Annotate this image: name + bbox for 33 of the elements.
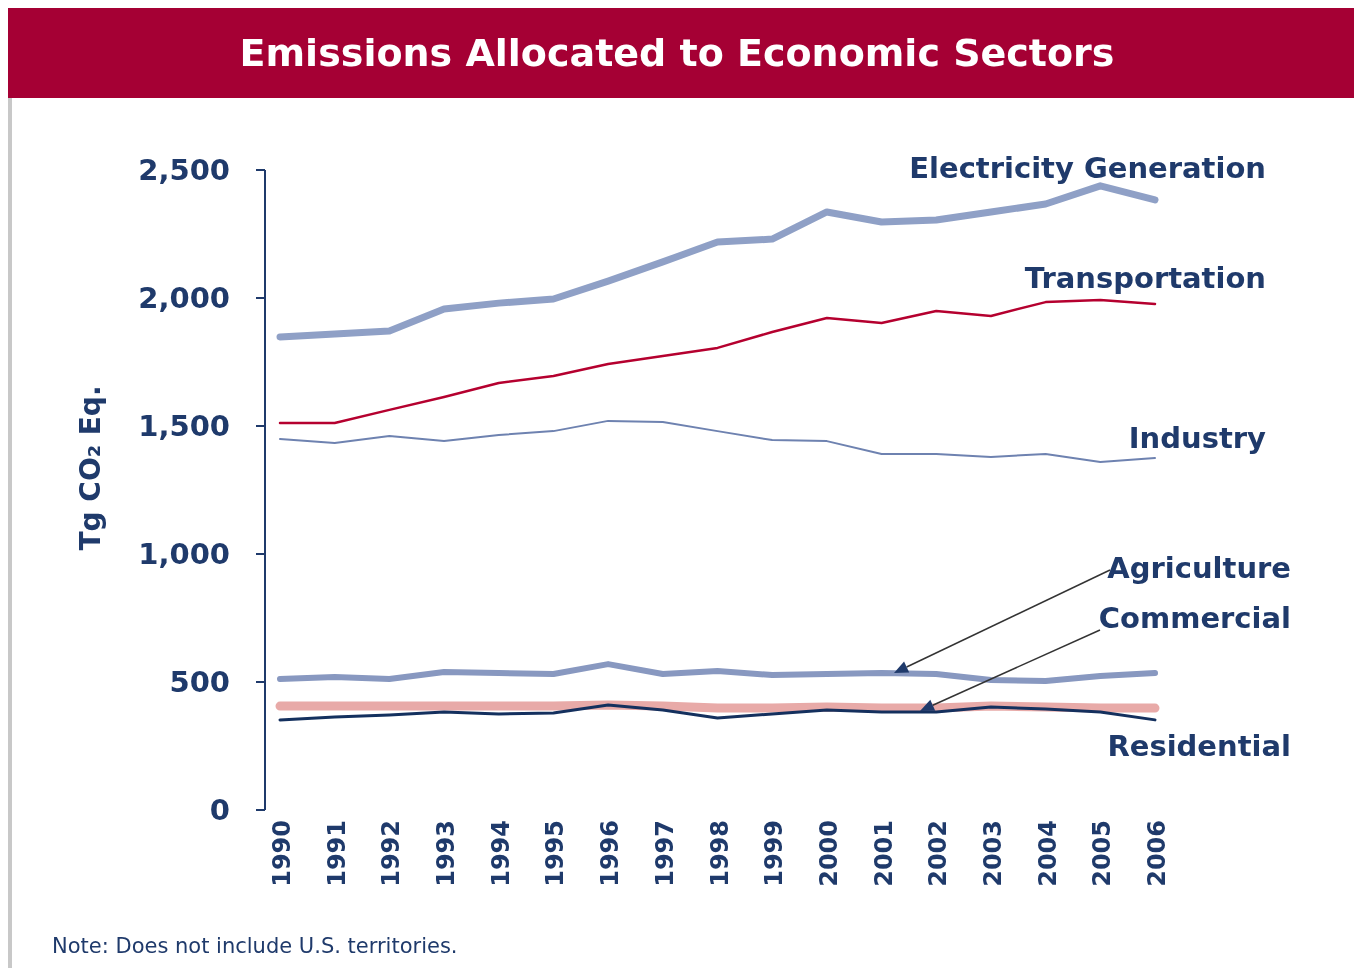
x-tick-label: 1996: [596, 820, 625, 887]
text: Agriculture: [1107, 551, 1291, 585]
series-label: Electricity Generation: [909, 151, 1266, 185]
x-tick-label: 2000: [814, 820, 843, 887]
y-tick-label: 0: [209, 793, 230, 828]
x-tick-label: 1994: [486, 820, 515, 887]
x-tick-label: 2006: [1143, 820, 1171, 887]
text: Commercial: [1098, 601, 1291, 635]
x-tick-label: 2001: [869, 820, 898, 887]
series-label: Transportation: [1024, 261, 1266, 295]
x-tick-label: 1991: [322, 820, 351, 887]
x-tick-label: 1997: [650, 820, 679, 887]
y-axis-title: Tg CO₂ Eq.: [74, 385, 107, 551]
y-tick-label: 2,500: [138, 153, 230, 188]
chart-title: Emissions Allocated to Economic Sectors: [239, 31, 1115, 75]
x-tick-label: 1992: [377, 820, 406, 887]
x-tick-label: 1995: [541, 820, 570, 887]
x-tick-label: 2004: [1033, 820, 1062, 887]
x-tick-label: 2002: [924, 820, 953, 887]
x-tick-label: 2005: [1088, 820, 1117, 887]
x-tick-label: 1999: [760, 820, 789, 887]
series-label: Residential: [1107, 729, 1291, 763]
x-tick-label: 1993: [432, 820, 461, 887]
y-tick-label: 2,000: [138, 281, 230, 316]
x-tick-label: 1998: [705, 820, 734, 887]
line-series: [278, 298, 1157, 425]
x-tick-label: 1990: [268, 820, 296, 887]
y-tick-label: 1,000: [138, 537, 230, 572]
series-label: Industry: [1128, 421, 1267, 455]
text: Note: Does not include U.S. territories.: [52, 934, 458, 958]
y-tick-label: 1,500: [138, 409, 230, 444]
x-tick-label: 2003: [978, 820, 1007, 887]
y-tick-label: 500: [169, 665, 230, 700]
